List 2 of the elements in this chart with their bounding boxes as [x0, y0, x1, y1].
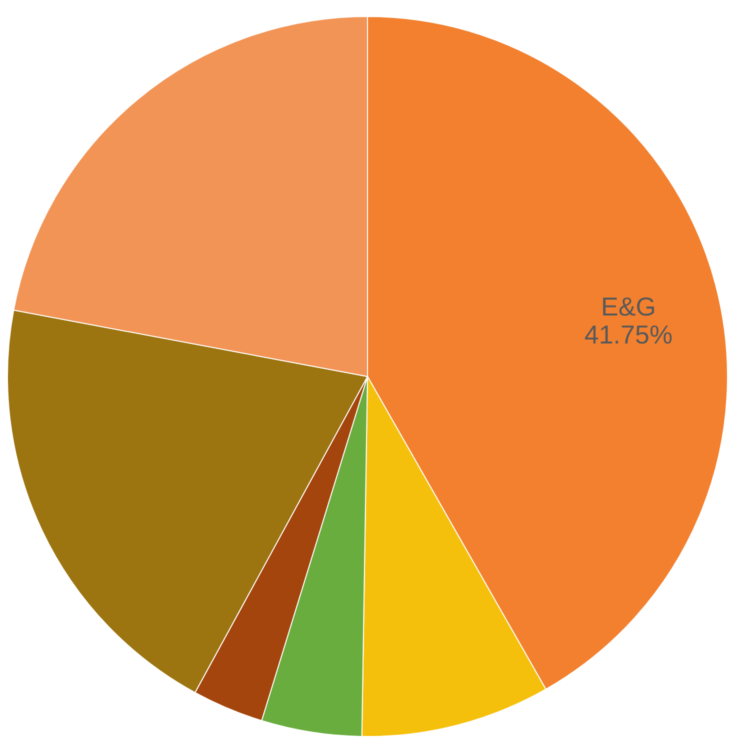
data-label: 41.75%	[584, 319, 673, 350]
slice-label: E&G	[601, 291, 656, 322]
